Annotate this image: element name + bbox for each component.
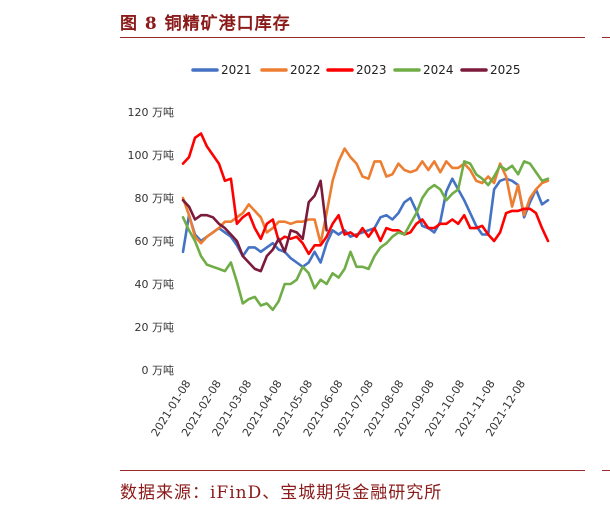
- y-tick-label: 120 万吨: [128, 106, 175, 119]
- x-axis: 2021-01-082021-02-082021-03-082021-04-08…: [149, 378, 528, 439]
- legend-label: 2025: [490, 63, 521, 77]
- y-tick-label: 100 万吨: [128, 149, 175, 162]
- y-tick-label: 40 万吨: [135, 278, 175, 291]
- figure-title: 图 8 铜精矿港口库存: [120, 14, 291, 34]
- y-tick-label: 60 万吨: [135, 235, 175, 248]
- copper-inventory-chart: 2021 2022 2023 2024 2025 0 万吨 20 万吨 40 万吨 60 万吨…: [128, 63, 550, 439]
- legend-label: 2022: [290, 63, 321, 77]
- series-line-2025: [181, 179, 328, 273]
- y-axis: 0 万吨 20 万吨 40 万吨 60 万吨 80 万吨 100 万吨 120 万吨: [128, 106, 175, 377]
- edge-mark: [602, 470, 610, 472]
- legend-item-2022: 2022: [260, 63, 321, 77]
- legend-label: 2021: [221, 63, 252, 77]
- legend-item-2024: 2024: [393, 63, 454, 77]
- edge-mark: [602, 37, 610, 39]
- chart-legend: 2021 2022 2023 2024 2025: [191, 63, 521, 77]
- legend-item-2021: 2021: [191, 63, 252, 77]
- title-rule: [120, 37, 585, 38]
- series-line-2024: [181, 160, 550, 312]
- y-tick-label: 80 万吨: [135, 192, 175, 205]
- legend-label: 2024: [423, 63, 454, 77]
- legend-item-2023: 2023: [326, 63, 387, 77]
- legend-label: 2023: [356, 63, 387, 77]
- y-tick-label: 0 万吨: [142, 364, 175, 377]
- source-rule: [120, 470, 585, 471]
- legend-item-2025: 2025: [460, 63, 521, 77]
- source-note: 数据来源：iFinD、宝城期货金融研究所: [120, 483, 443, 503]
- series-layer: [181, 132, 550, 312]
- series-line-2023: [181, 132, 550, 256]
- series-line-2022: [181, 147, 550, 245]
- y-tick-label: 20 万吨: [135, 321, 175, 334]
